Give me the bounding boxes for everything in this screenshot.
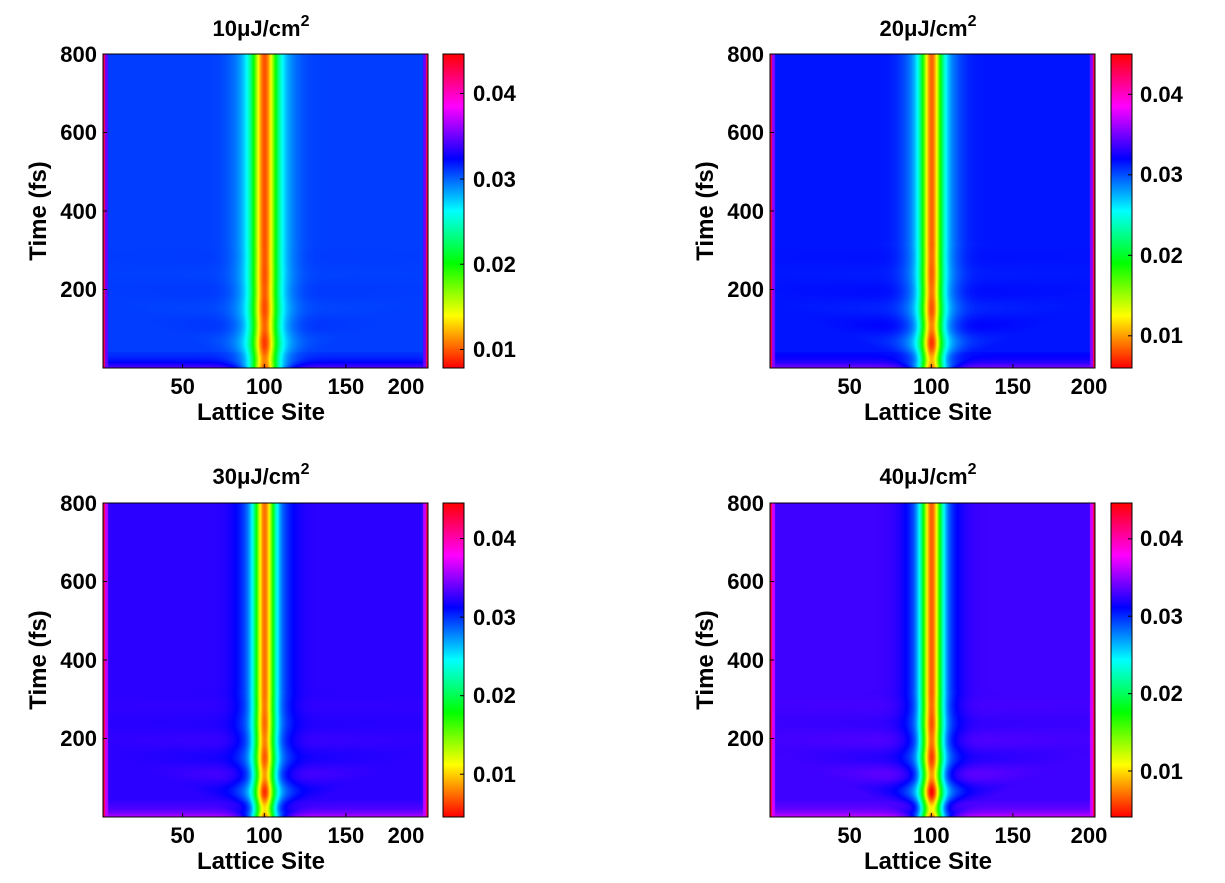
heatmap-canvas-wrap — [103, 54, 428, 368]
x-axis-label: Lattice Site — [864, 399, 992, 426]
colorbar-tick-label: 0.03 — [1140, 604, 1183, 629]
x-tick-label: 150 — [995, 374, 1032, 399]
y-axis-label: Time (fs) — [25, 610, 52, 710]
y-tick-label: 200 — [727, 277, 764, 302]
y-tick-label: 800 — [60, 491, 97, 516]
x-tick-label: 50 — [837, 374, 861, 399]
colorbar-tick-label: 0.03 — [473, 605, 516, 630]
colorbar-tick-label: 0.02 — [1140, 243, 1183, 268]
x-tick-label: 100 — [246, 374, 283, 399]
x-tick-label: 100 — [246, 823, 283, 848]
heatmap-canvas-wrap — [103, 503, 428, 817]
y-tick-label: 800 — [727, 42, 764, 67]
y-tick-label: 200 — [60, 726, 97, 751]
x-tick-label: 150 — [328, 374, 365, 399]
y-tick-label: 800 — [727, 491, 764, 516]
y-tick-label: 200 — [60, 277, 97, 302]
colorbar-tick-label: 0.03 — [1140, 162, 1183, 187]
x-tick-label: 150 — [995, 823, 1032, 848]
panel-title: 10μJ/cm2 — [213, 13, 310, 41]
x-tick-label: 100 — [913, 823, 950, 848]
y-tick-label: 800 — [60, 42, 97, 67]
heatmap-canvas-wrap — [770, 54, 1095, 368]
colorbar-tick-label: 0.04 — [473, 81, 517, 106]
x-tick-label: 50 — [837, 823, 861, 848]
x-tick-label: 50 — [170, 374, 194, 399]
colorbar-tick-label: 0.03 — [473, 167, 516, 192]
panel-30uj: 30μJ/cm2 50 100 150 200 200 400 600 800 … — [25, 461, 517, 875]
heatmap — [103, 54, 428, 368]
y-tick-label: 600 — [727, 569, 764, 594]
x-tick-label: 200 — [388, 823, 425, 848]
colorbar-tick-label: 0.02 — [473, 252, 516, 277]
x-axis-label: Lattice Site — [197, 399, 325, 426]
colorbar — [442, 53, 465, 369]
heatmap — [770, 503, 1095, 817]
panel-40uj: 40μJ/cm2 50 100 150 200 200 400 600 800 … — [692, 461, 1184, 875]
y-axis-label: Time (fs) — [692, 161, 719, 261]
x-tick-label: 200 — [1071, 374, 1108, 399]
heatmap — [770, 54, 1095, 368]
panel-20uj: 20μJ/cm2 50 100 150 200 200 400 600 800 … — [692, 13, 1184, 426]
colorbar — [1110, 502, 1133, 818]
x-tick-label: 200 — [388, 374, 425, 399]
y-tick-label: 200 — [727, 726, 764, 751]
x-tick-label: 100 — [913, 374, 950, 399]
colorbar-tick-label: 0.04 — [1140, 82, 1184, 107]
y-axis-label: Time (fs) — [25, 161, 52, 261]
colorbar-tick-label: 0.04 — [1140, 526, 1184, 551]
y-tick-label: 400 — [727, 648, 764, 673]
x-axis-label: Lattice Site — [197, 848, 325, 875]
y-tick-label: 400 — [727, 199, 764, 224]
y-tick-label: 600 — [727, 120, 764, 145]
panel-title: 30μJ/cm2 — [213, 461, 310, 489]
panel-title: 20μJ/cm2 — [880, 13, 977, 41]
colorbar — [442, 502, 465, 818]
colorbar-tick-label: 0.01 — [1140, 759, 1183, 784]
panel-title: 40μJ/cm2 — [880, 461, 977, 489]
x-tick-label: 50 — [170, 823, 194, 848]
y-tick-label: 600 — [60, 120, 97, 145]
colorbar — [1110, 53, 1133, 369]
colorbar-tick-label: 0.02 — [1140, 681, 1183, 706]
y-tick-label: 600 — [60, 569, 97, 594]
y-tick-label: 400 — [60, 648, 97, 673]
colorbar-tick-label: 0.02 — [473, 683, 516, 708]
heatmap-canvas-wrap — [770, 503, 1095, 817]
colorbar-tick-label: 0.01 — [1140, 323, 1183, 348]
x-axis-label: Lattice Site — [864, 848, 992, 875]
colorbar-tick-label: 0.04 — [473, 526, 517, 551]
y-tick-label: 400 — [60, 199, 97, 224]
panel-10uj: 10μJ/cm2 50 100 150 200 200 400 600 800 … — [25, 13, 517, 426]
colorbar-tick-label: 0.01 — [473, 337, 516, 362]
x-tick-label: 200 — [1071, 823, 1108, 848]
x-tick-label: 150 — [328, 823, 365, 848]
y-axis-label: Time (fs) — [692, 610, 719, 710]
heatmap — [103, 503, 428, 817]
colorbar-tick-label: 0.01 — [473, 762, 516, 787]
